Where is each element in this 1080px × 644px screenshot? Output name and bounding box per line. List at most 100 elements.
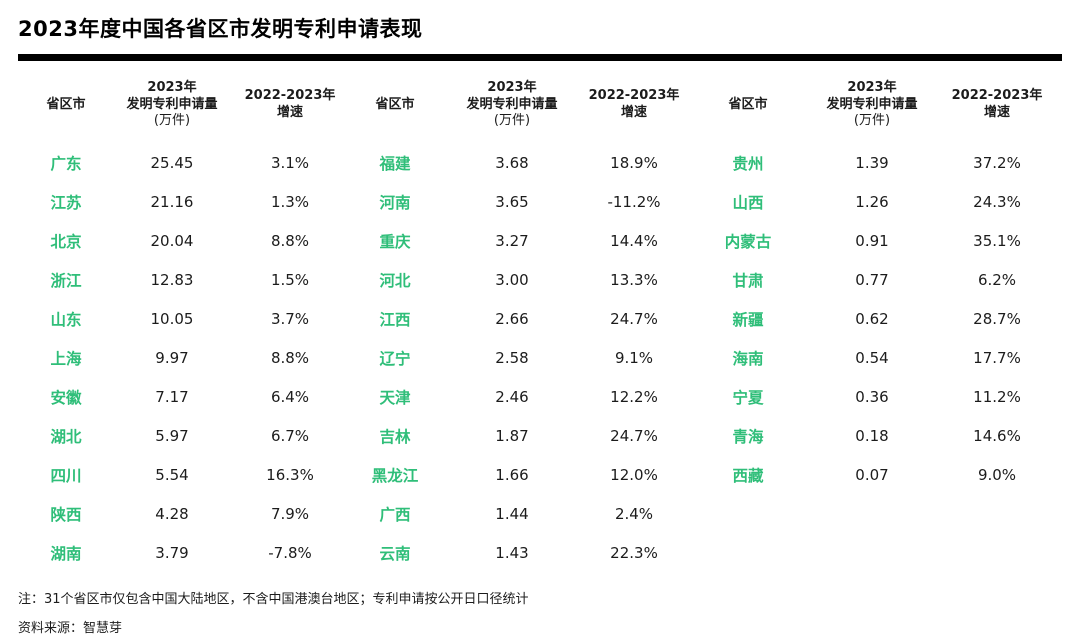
growth-cell: 24.7%: [610, 426, 658, 445]
amount-cell: 21.16: [150, 192, 194, 211]
amount-cell: 1.43: [495, 543, 529, 562]
growth-cell: 3.7%: [270, 309, 310, 328]
growth-cell: 28.7%: [973, 309, 1021, 328]
province-cell: 宁夏: [732, 388, 764, 407]
amount-cell: 20.04: [150, 231, 194, 250]
amount-cell: 5.54: [155, 465, 189, 484]
growth-cell: 3.1%: [270, 153, 310, 172]
province-cell: 辽宁: [379, 349, 411, 368]
amount-cell: 3.65: [495, 192, 529, 211]
province-cell: 广西: [379, 505, 411, 524]
province-cell: 北京: [50, 232, 82, 251]
empty-cell: [812, 494, 932, 533]
province-cell: 贵州: [732, 154, 764, 173]
column-header-amount: 2023年 发明专利申请量 (万件): [466, 79, 558, 129]
growth-cell: -7.8%: [268, 543, 312, 562]
province-cell: 云南: [379, 544, 411, 563]
amount-cell: 10.05: [150, 309, 194, 328]
province-cell: 浙江: [50, 271, 82, 290]
province-cell: 湖北: [50, 427, 82, 446]
amount-cell: 5.97: [155, 426, 189, 445]
province-cell: 天津: [379, 388, 411, 407]
province-cell: 吉林: [379, 427, 411, 446]
growth-cell: 16.3%: [266, 465, 314, 484]
province-cell: 青海: [732, 427, 764, 446]
growth-cell: 2.4%: [614, 504, 654, 523]
province-cell: 湖南: [50, 544, 82, 563]
amount-cell: 9.97: [155, 348, 189, 367]
empty-cell: [932, 533, 1062, 572]
province-cell: 海南: [732, 349, 764, 368]
empty-cell: [932, 494, 1062, 533]
column-header-growth: 2022-2023年 增速: [588, 88, 680, 120]
growth-cell: 1.5%: [270, 270, 310, 289]
growth-cell: 35.1%: [973, 231, 1021, 250]
column-header-province: 省区市: [375, 96, 415, 112]
province-cell: 广东: [50, 154, 82, 173]
amount-cell: 0.91: [855, 231, 889, 250]
province-cell: 江苏: [50, 193, 82, 212]
growth-cell: 12.0%: [610, 465, 658, 484]
amount-cell: 2.66: [495, 309, 529, 328]
column-header-growth: 2022-2023年 增速: [244, 88, 336, 120]
growth-cell: 17.7%: [973, 348, 1021, 367]
data-source: 资料来源：智慧芽: [18, 621, 123, 636]
empty-cell: [684, 533, 812, 572]
amount-cell: 2.58: [495, 348, 529, 367]
growth-cell: 22.3%: [610, 543, 658, 562]
patent-table: 省区市 2023年 发明专利申请量 (万件) 2022-2023年 增速 省区市 2023年发…: [18, 67, 1062, 572]
amount-cell: 7.17: [155, 387, 189, 406]
amount-cell: 2.46: [495, 387, 529, 406]
column-header-province: 省区市: [46, 96, 86, 112]
amount-cell: 0.77: [855, 270, 889, 289]
growth-cell: 11.2%: [973, 387, 1021, 406]
province-cell: 河北: [379, 271, 411, 290]
growth-cell: 1.3%: [270, 192, 310, 211]
title-divider-rule: [18, 54, 1062, 61]
growth-cell: 14.4%: [610, 231, 658, 250]
amount-cell: 3.27: [495, 231, 529, 250]
province-cell: 黑龙江: [371, 466, 419, 485]
amount-cell: 1.66: [495, 465, 529, 484]
growth-cell: 9.0%: [977, 465, 1017, 484]
growth-cell: 18.9%: [610, 153, 658, 172]
province-cell: 陕西: [50, 505, 82, 524]
growth-cell: 14.6%: [973, 426, 1021, 445]
amount-cell: 0.18: [855, 426, 889, 445]
growth-cell: 9.1%: [614, 348, 654, 367]
amount-cell: 25.45: [150, 153, 194, 172]
growth-cell: 8.8%: [270, 348, 310, 367]
province-cell: 福建: [379, 154, 411, 173]
column-header-province: 省区市: [728, 96, 768, 112]
empty-cell: [812, 533, 932, 572]
amount-cell: 0.54: [855, 348, 889, 367]
amount-cell: 1.87: [495, 426, 529, 445]
table-note: 注：31个省区市仅包含中国大陆地区，不含中国港澳台地区；专利申请按公开日口径统计: [18, 592, 529, 607]
province-cell: 新疆: [732, 310, 764, 329]
province-cell: 甘肃: [732, 271, 764, 290]
growth-cell: -11.2%: [607, 192, 661, 211]
amount-cell: 12.83: [150, 270, 194, 289]
column-header-growth: 2022-2023年 增速: [951, 88, 1043, 120]
province-cell: 山东: [50, 310, 82, 329]
province-cell: 内蒙古: [724, 232, 772, 251]
amount-cell: 1.26: [855, 192, 889, 211]
amount-cell: 0.07: [855, 465, 889, 484]
province-cell: 安徽: [50, 388, 82, 407]
province-cell: 四川: [50, 466, 82, 485]
amount-cell: 3.00: [495, 270, 529, 289]
page-title: 2023年度中国各省区市发明专利申请表现: [18, 17, 423, 41]
amount-cell: 1.44: [495, 504, 529, 523]
growth-cell: 12.2%: [610, 387, 658, 406]
amount-cell: 4.28: [155, 504, 189, 523]
amount-cell: 0.36: [855, 387, 889, 406]
column-header-amount: 2023年 发明专利申请量 (万件): [826, 79, 918, 129]
amount-cell: 0.62: [855, 309, 889, 328]
footnotes: 注：31个省区市仅包含中国大陆地区，不含中国港澳台地区；专利申请按公开日口径统计…: [18, 588, 1062, 636]
column-header-amount: 2023年 发明专利申请量 (万件): [126, 79, 218, 129]
growth-cell: 6.2%: [977, 270, 1017, 289]
growth-cell: 8.8%: [270, 231, 310, 250]
province-cell: 上海: [50, 349, 82, 368]
amount-cell: 3.79: [155, 543, 189, 562]
province-cell: 西藏: [732, 466, 764, 485]
